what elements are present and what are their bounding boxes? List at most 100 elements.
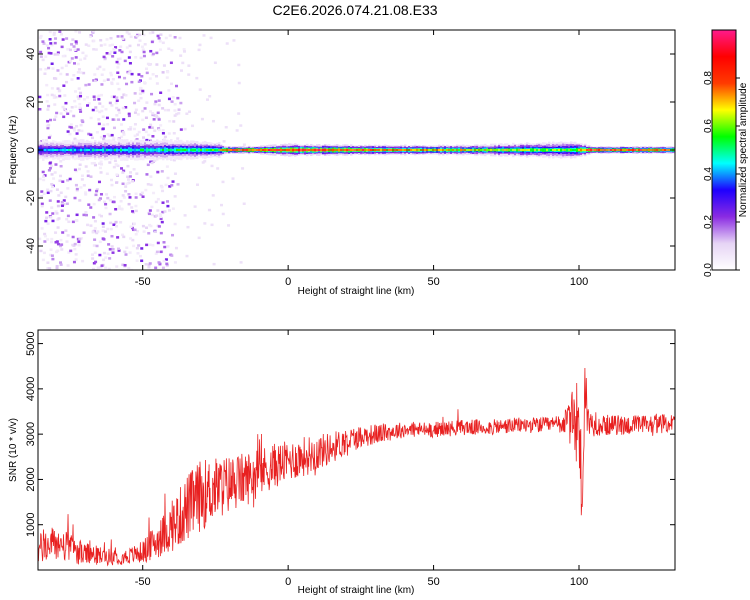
- spectrogram-scatter-point: [134, 196, 138, 199]
- spectrogram-scatter-point: [175, 84, 179, 88]
- spectrogram-scatter-point: [82, 231, 86, 234]
- spectrogram-ridge-cell: [104, 148, 107, 152]
- spectrogram-scatter-point: [108, 134, 112, 138]
- spectrogram-scatter-point: [39, 68, 43, 71]
- spectrogram-ridge-cell: [448, 149, 451, 151]
- spectrogram-scatter-point: [158, 262, 162, 266]
- spectrogram-scatter-point: [113, 159, 117, 163]
- spectrogram-scatter-point: [104, 266, 108, 270]
- spectrogram-scatter-point: [92, 244, 96, 247]
- spectrogram-scatter-point: [61, 231, 65, 234]
- spectrogram-scatter-point: [66, 264, 70, 267]
- spectrogram-scatter-point: [57, 217, 61, 220]
- spectrogram-scatter-point: [156, 170, 160, 174]
- spectrogram-scatter-point: [76, 77, 80, 80]
- spectrogram-scatter-point: [77, 240, 81, 243]
- spectrogram-scatter-point: [146, 163, 150, 167]
- spectrogram-scatter-point: [237, 112, 241, 115]
- spectrogram-scatter-point: [159, 231, 163, 235]
- spectrogram-scatter-point: [115, 60, 119, 64]
- spectrogram-scatter-point: [100, 93, 104, 97]
- spectrogram-scatter-point: [145, 226, 149, 229]
- spectrogram-scatter-point: [185, 254, 189, 258]
- snr-x-ticks: -50 0 50 100: [135, 330, 588, 588]
- spectrogram-scatter-point: [124, 253, 128, 256]
- spectrogram-ridge-cell: [66, 148, 69, 152]
- spectrogram-scatter-point: [134, 56, 138, 59]
- spectrogram-scatter-point: [65, 37, 69, 40]
- spectrogram-scatter-point: [82, 213, 86, 217]
- spectrogram-ridge-cell: [282, 149, 285, 151]
- snr-x-tick-label: 50: [427, 576, 439, 588]
- spectrogram-scatter-point: [102, 134, 106, 138]
- spectrogram-scatter-point: [67, 60, 71, 64]
- spectrogram-scatter-point: [140, 259, 144, 263]
- spectrogram-scatter-point: [42, 251, 46, 255]
- spectrogram-ridge-cell: [434, 149, 437, 151]
- spectrogram-scatter-point: [59, 112, 63, 115]
- spectrogram-scatter-point: [49, 164, 53, 168]
- spectrogram-scatter-point: [54, 37, 58, 40]
- spectrogram-scatter-point: [93, 163, 97, 167]
- spectrogram-scatter-point: [112, 138, 116, 141]
- spectrogram-scatter-point: [66, 179, 70, 182]
- spectrogram-ridge-cell: [304, 149, 307, 151]
- spectrogram-scatter-point: [105, 193, 109, 196]
- spectrogram-scatter-point: [227, 224, 231, 227]
- spectrogram-scatter-point: [48, 134, 52, 138]
- spectrogram-scatter-point: [123, 250, 127, 254]
- spectrogram-scatter-point: [101, 127, 105, 130]
- spectrogram-scatter-point: [95, 189, 99, 193]
- snr-frame: [37, 329, 676, 571]
- spectrogram-ridge-cell: [78, 149, 81, 151]
- spectrogram-ridge-cell: [618, 149, 621, 151]
- spectrogram-scatter-point: [97, 198, 101, 202]
- spectrogram-scatter-point: [99, 265, 103, 269]
- spectrogram-ridge-cell: [494, 149, 497, 151]
- spectrogram-ridge-cell: [328, 149, 331, 151]
- spectrogram-scatter-point: [177, 108, 181, 111]
- spectrogram-scatter-point: [66, 214, 70, 218]
- snr-x-tick-label: 100: [570, 576, 588, 588]
- spectrogram-image: [38, 30, 675, 270]
- spectrogram-ridge-cell: [436, 149, 439, 151]
- spectrogram-scatter-point: [84, 43, 88, 46]
- spectrogram-scatter-point: [237, 63, 241, 67]
- spectrogram-scatter-point: [187, 73, 191, 76]
- spectrogram-scatter-point: [239, 124, 243, 127]
- spectrogram-scatter-point: [142, 54, 146, 58]
- spectrogram-ridge-cell: [396, 149, 399, 151]
- spectrogram-ridge-cell: [444, 149, 447, 151]
- spectrogram-ridge-cell: [360, 149, 363, 151]
- spectrogram-ridge-cell: [414, 149, 417, 151]
- spectrogram-scatter-point: [45, 83, 49, 87]
- spectrogram-ridge-cell: [580, 149, 583, 151]
- spectrogram-ridge-cell: [132, 148, 135, 152]
- spectrogram-ridge-cell: [432, 149, 435, 151]
- spectrogram-scatter-point: [75, 189, 79, 193]
- spectrogram-scatter-point: [161, 71, 165, 74]
- spectrogram-ridge-cell: [510, 149, 513, 151]
- spectrogram-ridge-cell: [386, 149, 389, 151]
- spectrogram-ridge-cell: [656, 149, 659, 151]
- spectrogram-scatter-point: [89, 133, 93, 137]
- spectrogram-scatter-point: [173, 222, 177, 226]
- spectrogram-scatter-point: [111, 247, 115, 251]
- spectrogram-ridge-cell: [228, 149, 231, 151]
- spectrogram-scatter-point: [139, 193, 143, 196]
- spectrogram-scatter-point: [52, 31, 56, 35]
- spectrogram-scatter-point: [66, 234, 70, 237]
- spectrogram-ridge-cell: [178, 148, 181, 152]
- spectrogram-ridge-cell: [202, 149, 205, 151]
- spectrogram-scatter-point: [141, 195, 145, 198]
- spectrogram-scatter-point: [124, 185, 128, 188]
- spectrogram-scatter-point: [167, 209, 171, 212]
- spectrogram-scatter-point: [136, 252, 140, 255]
- spectrogram-ridge-cell: [164, 148, 167, 152]
- spectrogram-scatter-point: [93, 251, 97, 254]
- spectrogram-scatter-point: [157, 37, 161, 40]
- spectrogram-scatter-point: [73, 99, 77, 103]
- spectrogram-ridge-cell: [480, 149, 483, 151]
- spectrogram-ridge-cell: [650, 149, 653, 151]
- spectrogram-ridge-cell: [60, 148, 63, 152]
